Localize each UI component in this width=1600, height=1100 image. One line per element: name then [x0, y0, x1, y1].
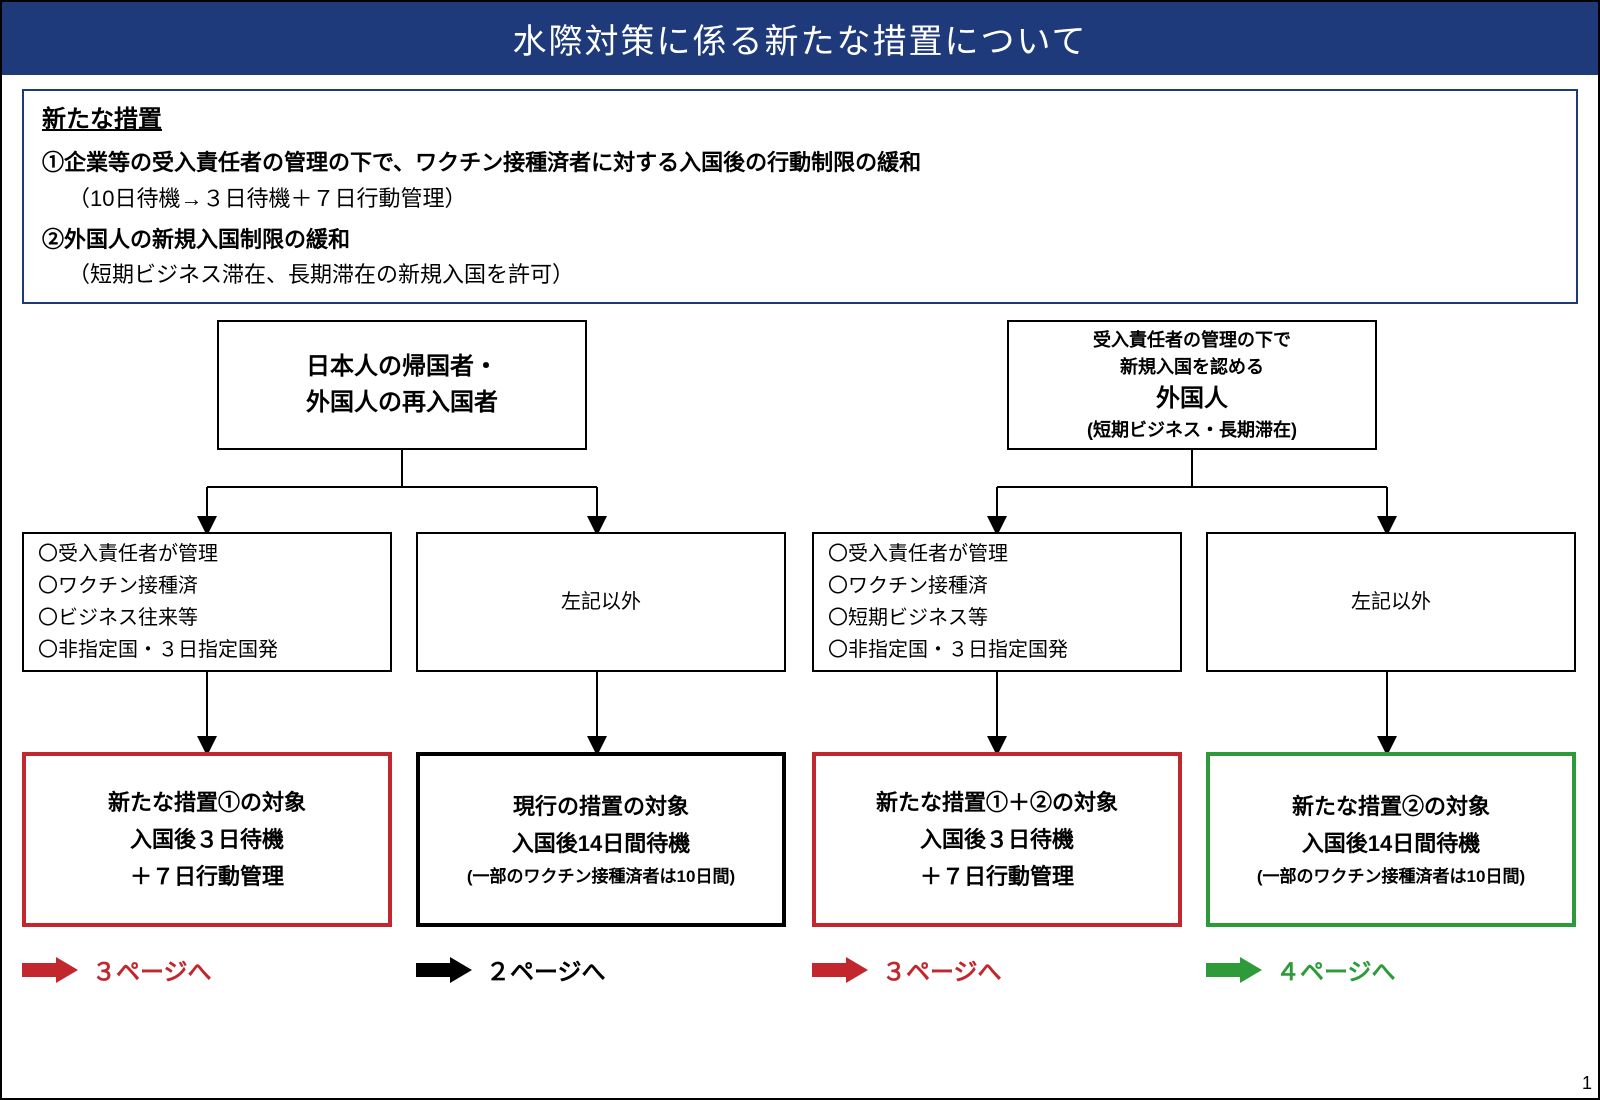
node-top-left-l2: 外国人の再入国者 [306, 385, 498, 421]
node-leaf-c: 新たな措置①＋②の対象 入国後３日待機 ＋７日行動管理 [812, 752, 1182, 927]
leaf-d-t2: 入国後14日間待機 [1302, 825, 1480, 862]
arrow-right-icon [416, 957, 472, 983]
arrow-right-icon [1206, 957, 1262, 983]
leaf-c-t3: ＋７日行動管理 [920, 858, 1074, 895]
pageref-d-text: ４ページへ [1276, 952, 1396, 987]
leaf-c-t2: 入国後３日待機 [920, 821, 1074, 858]
node-top-right-l3: 外国人 [1156, 381, 1228, 417]
pageref-c-text: ３ページへ [882, 952, 1002, 987]
flowchart: 日本人の帰国者・ 外国人の再入国者 受入責任者の管理の下で 新規入国を認める 外… [22, 312, 1578, 1072]
leaf-a-t1: 新たな措置①の対象 [108, 784, 306, 821]
mid-c-l1: 〇受入責任者が管理 [828, 538, 1008, 570]
leaf-a-t2: 入国後３日待機 [130, 821, 284, 858]
intro-item-1: ①企業等の受入責任者の管理の下で、ワクチン接種済者に対する入国後の行動制限の緩和 [42, 145, 1558, 180]
pageref-a: ３ページへ [22, 952, 212, 987]
pageref-c: ３ページへ [812, 952, 1002, 987]
leaf-b-t3: (一部のワクチン接種済者は10日間) [467, 863, 735, 892]
mid-c-l3: 〇短期ビジネス等 [828, 602, 988, 634]
mid-c-l2: 〇ワクチン接種済 [828, 570, 988, 602]
node-top-right-l1: 受入責任者の管理の下で [1093, 327, 1291, 354]
mid-c-l4: 〇非指定国・３日指定国発 [828, 634, 1068, 666]
leaf-b-t1: 現行の措置の対象 [513, 788, 689, 825]
arrow-right-icon [22, 957, 78, 983]
mid-a-l2: 〇ワクチン接種済 [38, 570, 198, 602]
pageref-d: ４ページへ [1206, 952, 1396, 987]
page-number: 1 [1582, 1073, 1592, 1094]
pageref-b: ２ページへ [416, 952, 606, 987]
node-mid-c: 〇受入責任者が管理 〇ワクチン接種済 〇短期ビジネス等 〇非指定国・３日指定国発 [812, 532, 1182, 672]
intro-item-2-sub: （短期ビジネス滞在、長期滞在の新規入国を許可） [68, 257, 1558, 292]
leaf-b-t2: 入国後14日間待機 [512, 825, 690, 862]
node-top-right: 受入責任者の管理の下で 新規入国を認める 外国人 (短期ビジネス・長期滞在) [1007, 320, 1377, 450]
node-leaf-d: 新たな措置②の対象 入国後14日間待機 (一部のワクチン接種済者は10日間) [1206, 752, 1576, 927]
pageref-b-text: ２ページへ [486, 952, 606, 987]
node-top-left-l1: 日本人の帰国者・ [306, 349, 498, 385]
intro-item-2: ②外国人の新規入国制限の緩和 [42, 222, 1558, 257]
page-title: 水際対策に係る新たな措置について [2, 2, 1598, 75]
node-leaf-a: 新たな措置①の対象 入国後３日待機 ＋７日行動管理 [22, 752, 392, 927]
node-mid-a: 〇受入責任者が管理 〇ワクチン接種済 〇ビジネス往来等 〇非指定国・３日指定国発 [22, 532, 392, 672]
mid-a-l4: 〇非指定国・３日指定国発 [38, 634, 278, 666]
pageref-a-text: ３ページへ [92, 952, 212, 987]
node-top-right-l4: (短期ビジネス・長期滞在) [1087, 417, 1297, 444]
node-top-left: 日本人の帰国者・ 外国人の再入国者 [217, 320, 587, 450]
intro-item-1-sub: （10日待機→３日待機＋７日行動管理） [68, 181, 1558, 216]
intro-heading: 新たな措置 [42, 101, 1558, 139]
mid-d-text: 左記以外 [1351, 586, 1431, 618]
mid-b-text: 左記以外 [561, 586, 641, 618]
node-mid-b: 左記以外 [416, 532, 786, 672]
leaf-d-t1: 新たな措置②の対象 [1292, 788, 1490, 825]
leaf-d-t3: (一部のワクチン接種済者は10日間) [1257, 863, 1525, 892]
mid-a-l1: 〇受入責任者が管理 [38, 538, 218, 570]
mid-a-l3: 〇ビジネス往来等 [38, 602, 198, 634]
node-leaf-b: 現行の措置の対象 入国後14日間待機 (一部のワクチン接種済者は10日間) [416, 752, 786, 927]
intro-box: 新たな措置 ①企業等の受入責任者の管理の下で、ワクチン接種済者に対する入国後の行… [22, 89, 1578, 304]
leaf-a-t3: ＋７日行動管理 [130, 858, 284, 895]
arrow-right-icon [812, 957, 868, 983]
node-top-right-l2: 新規入国を認める [1120, 354, 1264, 381]
node-mid-d: 左記以外 [1206, 532, 1576, 672]
leaf-c-t1: 新たな措置①＋②の対象 [876, 784, 1118, 821]
